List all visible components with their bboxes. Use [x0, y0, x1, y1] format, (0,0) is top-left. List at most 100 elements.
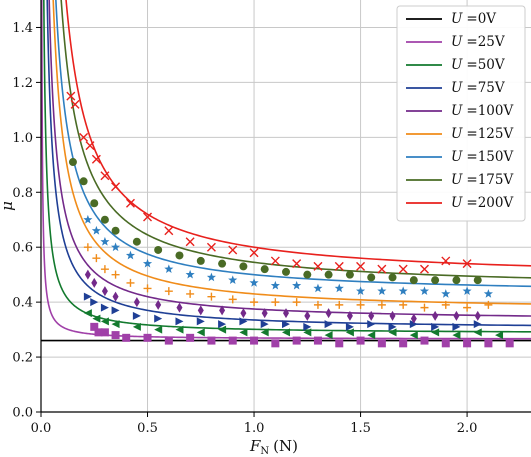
data-point-series-7: [239, 262, 248, 271]
data-point-series-5: [292, 298, 301, 307]
fit-curve-6: [55, 0, 531, 288]
fit-curve-8: [65, 0, 531, 267]
data-point-series-5: [484, 300, 493, 309]
data-point-series-8: [334, 261, 344, 271]
data-point-series-8: [292, 259, 302, 269]
data-point-series-7: [282, 267, 290, 276]
data-point-series-2: [345, 328, 354, 337]
legend-entry: U =0V: [451, 11, 496, 27]
data-point-series-1: [228, 336, 237, 345]
data-point-series-4: [304, 310, 311, 321]
data-point-series-3: [196, 317, 205, 326]
data-point-series-6: [111, 242, 121, 252]
x-tick-label: 0.0: [31, 421, 52, 436]
data-point-series-4: [283, 308, 289, 319]
legend-entry: U =75V: [451, 80, 505, 96]
legend-entry: U =50V: [451, 57, 505, 73]
data-point-series-8: [125, 198, 135, 208]
data-point-series-7: [431, 276, 440, 285]
data-point-series-8: [100, 171, 110, 181]
data-point-series-5: [313, 300, 322, 309]
data-point-series-4: [176, 302, 183, 313]
data-point-series-8: [164, 226, 174, 236]
data-point-series-2: [111, 320, 120, 329]
data-point-series-2: [260, 328, 269, 337]
data-point-series-6: [356, 286, 366, 296]
data-point-series-2: [473, 328, 482, 337]
data-point-series-1: [186, 333, 195, 342]
fit-curve-5: [52, 0, 531, 305]
data-point-series-2: [495, 331, 504, 340]
data-point-series-2: [303, 328, 312, 337]
data-point-series-4: [474, 310, 481, 321]
data-point-series-1: [463, 339, 472, 348]
data-point-series-6: [419, 286, 430, 296]
fit-curve-3: [46, 0, 531, 327]
data-point-series-7: [79, 177, 88, 186]
data-point-series-1: [420, 336, 429, 345]
data-point-series-7: [154, 245, 163, 254]
data-point-series-5: [399, 300, 408, 309]
data-point-series-7: [100, 215, 109, 224]
data-point-series-3: [218, 320, 227, 329]
legend-variable: U: [451, 149, 463, 165]
data-point-series-1: [377, 339, 386, 348]
data-point-series-3: [239, 317, 248, 326]
x-tick-label: 0.5: [137, 421, 158, 436]
data-point-series-5: [207, 292, 216, 301]
data-point-series-1: [271, 339, 280, 348]
data-point-series-8: [398, 264, 408, 274]
data-point-series-2: [452, 331, 461, 340]
data-point-series-7: [90, 199, 99, 208]
legend-entry: U =25V: [451, 34, 505, 50]
x-tick-label: 1.5: [350, 421, 371, 436]
data-point-series-4: [91, 277, 98, 288]
data-point-series-2: [83, 309, 92, 318]
data-point-series-5: [377, 300, 386, 309]
data-point-series-1: [356, 336, 365, 345]
data-point-series-7: [324, 270, 333, 279]
data-point-series-7: [367, 273, 376, 282]
data-point-series-8: [206, 242, 216, 252]
y-tick-label: 0.4: [12, 296, 33, 311]
data-point-series-6: [462, 286, 472, 296]
data-point-series-7: [409, 276, 418, 285]
data-point-series-1: [313, 336, 322, 345]
data-point-series-3: [367, 320, 376, 329]
data-point-series-8: [66, 91, 76, 101]
data-point-series-5: [356, 300, 365, 309]
data-point-series-8: [228, 245, 238, 255]
legend-label: =125V: [466, 126, 513, 142]
data-point-series-1: [94, 328, 103, 337]
data-point-series-6: [83, 214, 93, 224]
data-point-series-6: [334, 283, 344, 293]
data-point-series-2: [100, 317, 109, 326]
data-point-series-4: [346, 310, 353, 321]
data-point-series-6: [91, 225, 101, 235]
legend-label: =75V: [466, 80, 504, 96]
legend-variable: U: [451, 57, 463, 73]
axis-labels: FN (N) μ: [0, 201, 298, 457]
data-point-series-2: [388, 328, 397, 337]
data-point-series-4: [261, 308, 268, 319]
data-point-series-5: [271, 298, 280, 307]
data-point-series-1: [207, 336, 216, 345]
x-axis-label: FN (N): [249, 437, 298, 457]
x-tick-label: 2.0: [457, 421, 478, 436]
data-point-series-5: [143, 284, 152, 293]
data-point-series-3: [388, 322, 397, 331]
data-point-series-7: [303, 270, 312, 279]
data-point-series-2: [196, 328, 205, 337]
data-point-series-5: [100, 265, 109, 274]
data-point-series-1: [122, 333, 131, 342]
data-point-series-1: [250, 336, 259, 345]
data-point-series-4: [410, 313, 417, 324]
data-point-series-2: [218, 325, 227, 334]
data-point-series-2: [409, 331, 418, 340]
y-tick-label: 0.0: [12, 406, 33, 421]
data-point-series-7: [196, 256, 205, 265]
data-point-series-2: [367, 331, 376, 340]
data-point-series-5: [228, 295, 237, 304]
data-point-series-6: [377, 286, 387, 296]
